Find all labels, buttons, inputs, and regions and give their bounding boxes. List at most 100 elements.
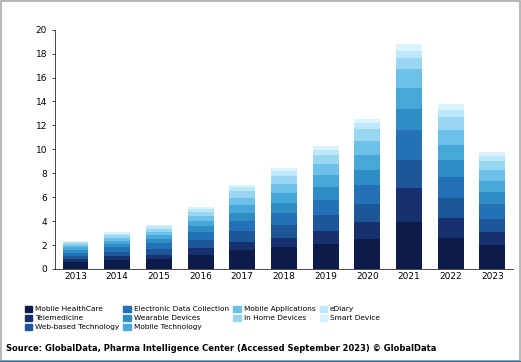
- Bar: [104, 260, 130, 269]
- Bar: [104, 244, 130, 248]
- Bar: [396, 88, 422, 109]
- Bar: [438, 198, 464, 218]
- Bar: [271, 203, 297, 213]
- Text: Source: GlobalData, Pharma Intelligence Center (Accessed September 2023) © Globa: Source: GlobalData, Pharma Intelligence …: [6, 345, 437, 353]
- Bar: [188, 226, 214, 232]
- Bar: [313, 155, 339, 164]
- Bar: [354, 141, 380, 155]
- Bar: [354, 170, 380, 185]
- Bar: [438, 117, 464, 130]
- Bar: [104, 232, 130, 234]
- Bar: [104, 234, 130, 235]
- Bar: [479, 181, 505, 192]
- Bar: [313, 164, 339, 175]
- Bar: [63, 241, 89, 242]
- Bar: [313, 215, 339, 231]
- Bar: [229, 242, 255, 251]
- Bar: [63, 253, 89, 256]
- Bar: [354, 119, 380, 123]
- Bar: [229, 191, 255, 198]
- Bar: [146, 259, 172, 269]
- Bar: [188, 220, 214, 226]
- Bar: [63, 262, 89, 269]
- Bar: [479, 170, 505, 181]
- Bar: [313, 199, 339, 215]
- Bar: [271, 193, 297, 203]
- Bar: [271, 176, 297, 184]
- Bar: [146, 229, 172, 232]
- Bar: [438, 110, 464, 117]
- Bar: [396, 69, 422, 88]
- Bar: [104, 235, 130, 238]
- Bar: [104, 248, 130, 252]
- Bar: [354, 222, 380, 239]
- Bar: [396, 130, 422, 160]
- Bar: [313, 146, 339, 150]
- Bar: [479, 152, 505, 156]
- Bar: [63, 242, 89, 243]
- Bar: [63, 245, 89, 248]
- Bar: [146, 225, 172, 227]
- Bar: [229, 221, 255, 231]
- Bar: [271, 238, 297, 248]
- Bar: [354, 129, 380, 141]
- Bar: [188, 216, 214, 220]
- Bar: [229, 198, 255, 205]
- Bar: [229, 187, 255, 191]
- Bar: [104, 238, 130, 241]
- Bar: [396, 109, 422, 130]
- Bar: [479, 156, 505, 161]
- Bar: [438, 177, 464, 198]
- Bar: [63, 260, 89, 262]
- Bar: [438, 130, 464, 144]
- Bar: [479, 245, 505, 269]
- Bar: [188, 207, 214, 209]
- Bar: [188, 209, 214, 211]
- Bar: [479, 192, 505, 205]
- Bar: [438, 218, 464, 238]
- Bar: [188, 240, 214, 248]
- Bar: [63, 256, 89, 260]
- Bar: [354, 205, 380, 222]
- Bar: [188, 254, 214, 269]
- Bar: [354, 239, 380, 269]
- Bar: [63, 243, 89, 245]
- Bar: [229, 185, 255, 187]
- Bar: [271, 248, 297, 269]
- Bar: [396, 44, 422, 51]
- Bar: [188, 211, 214, 216]
- Legend: Mobile HealthCare, Telemedicine, Web-based Technology, Electronic Data Collectio: Mobile HealthCare, Telemedicine, Web-bas…: [24, 306, 380, 331]
- Bar: [479, 232, 505, 245]
- Bar: [479, 205, 505, 219]
- Bar: [354, 185, 380, 205]
- Bar: [396, 222, 422, 269]
- Bar: [396, 188, 422, 222]
- Bar: [313, 244, 339, 269]
- Bar: [354, 123, 380, 129]
- Bar: [313, 231, 339, 244]
- Bar: [63, 250, 89, 253]
- Bar: [229, 251, 255, 269]
- Bar: [146, 239, 172, 243]
- Bar: [271, 184, 297, 193]
- Bar: [271, 168, 297, 172]
- Bar: [104, 241, 130, 244]
- Bar: [396, 58, 422, 69]
- Bar: [146, 243, 172, 249]
- Bar: [188, 248, 214, 254]
- Bar: [146, 232, 172, 235]
- Bar: [479, 161, 505, 170]
- Bar: [104, 252, 130, 256]
- Bar: [271, 172, 297, 176]
- Bar: [313, 175, 339, 187]
- Bar: [396, 51, 422, 58]
- Bar: [146, 254, 172, 259]
- Bar: [104, 256, 130, 260]
- Bar: [146, 227, 172, 229]
- Bar: [271, 213, 297, 225]
- Bar: [63, 248, 89, 250]
- Bar: [396, 160, 422, 188]
- Text: Figure 1: Percentage of clinical trials utilizing virtual components (2013–23): Figure 1: Percentage of clinical trials …: [6, 10, 437, 20]
- Bar: [479, 219, 505, 232]
- Bar: [229, 231, 255, 242]
